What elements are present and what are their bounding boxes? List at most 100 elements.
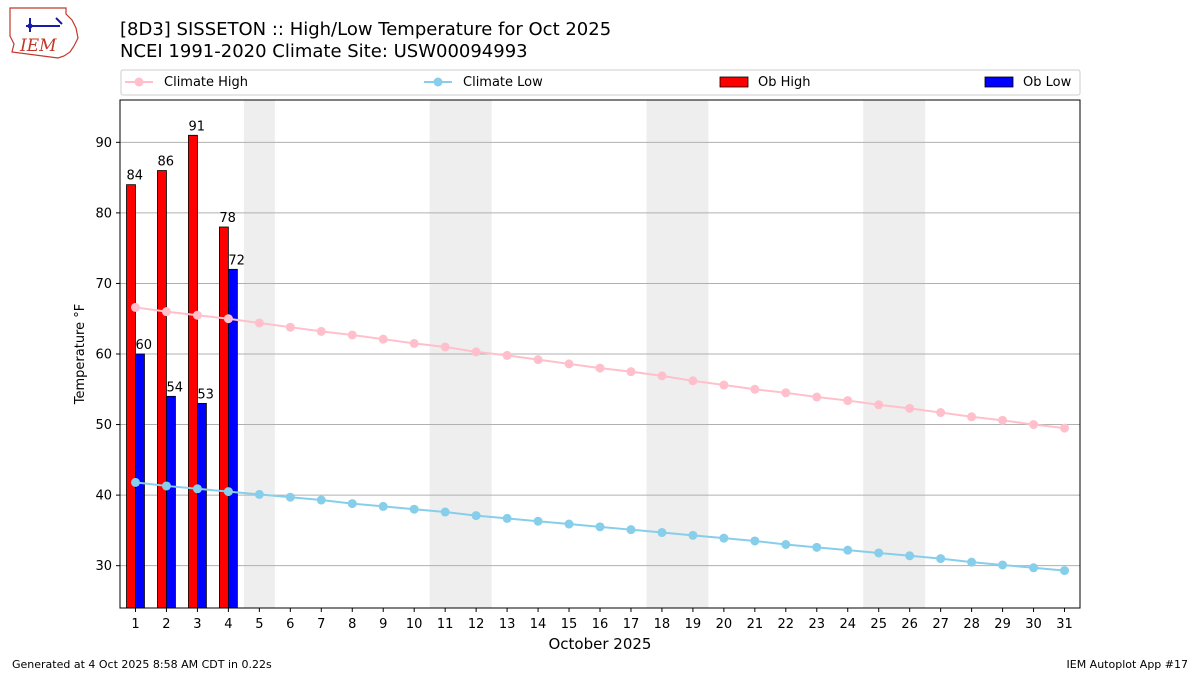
point-climate-low-24: [843, 545, 853, 555]
y-tick-label-90: 90: [95, 136, 112, 151]
y-tick-label-40: 40: [95, 489, 112, 504]
point-climate-low-19: [688, 530, 698, 540]
point-climate-high-9: [378, 334, 388, 344]
point-climate-high-30: [1029, 420, 1039, 430]
y-tick-label-60: 60: [95, 348, 112, 363]
y-axis-ticks: 30 40 50 60 70 80 90: [95, 136, 120, 574]
x-tick-label-14: 14: [530, 617, 547, 632]
x-axis-ticks: 1 2 3 4 5 6 7 8 9 10 11 12 13 14 15 16 17 18 19 20 21 22 23 24 2…: [131, 608, 1073, 632]
point-climate-low-4: [223, 487, 233, 497]
bar-ob-high-4: [219, 226, 229, 609]
x-tick-label-30: 30: [1025, 617, 1042, 632]
chart-subtitle: NCEI 1991-2020 Climate Site: USW00094993: [120, 41, 528, 62]
bar-label-ob-high-1: 84: [127, 169, 144, 184]
point-climate-high-4: [223, 314, 233, 324]
point-climate-high-8: [347, 330, 357, 340]
legend: Climate High Climate Low Ob High Ob Low: [120, 69, 1081, 96]
point-climate-low-29: [998, 560, 1008, 570]
legend-box: [120, 69, 1081, 96]
bar-label-ob-low-4: 72: [228, 253, 245, 268]
point-climate-low-5: [254, 489, 264, 499]
point-climate-high-20: [719, 380, 729, 390]
x-tick-label-22: 22: [778, 617, 795, 632]
bar-label-ob-low-3: 53: [197, 387, 214, 402]
point-climate-low-3: [192, 484, 202, 494]
point-climate-low-22: [781, 540, 791, 549]
x-tick-label-18: 18: [654, 617, 671, 632]
point-climate-low-8: [347, 499, 357, 509]
legend-entry-ob-low: Ob Low: [984, 75, 1072, 90]
point-climate-high-26: [905, 403, 915, 413]
point-climate-low-26: [905, 551, 915, 561]
footer-generated-text: Generated at 4 Oct 2025 8:58 AM CDT in 0…: [12, 658, 272, 671]
x-tick-label-2: 2: [162, 617, 170, 632]
logo-text: IEM: [19, 36, 57, 56]
point-climate-low-1: [130, 477, 140, 487]
x-tick-label-6: 6: [286, 617, 294, 632]
y-tick-label-80: 80: [95, 206, 112, 221]
point-climate-low-30: [1029, 563, 1039, 573]
legend-label-ob-high: Ob High: [758, 75, 811, 90]
iem-logo: IEM: [9, 7, 79, 59]
point-climate-low-28: [967, 557, 977, 567]
legend-label-ob-low: Ob Low: [1023, 75, 1072, 90]
legend-marker-climate-low: [433, 77, 443, 87]
point-climate-high-25: [874, 400, 884, 410]
point-climate-low-11: [440, 507, 450, 517]
x-tick-label-12: 12: [468, 617, 485, 632]
bar-ob-high-1: [126, 184, 136, 609]
point-climate-high-5: [254, 318, 264, 328]
legend-swatch-ob-high: [719, 76, 749, 88]
x-tick-label-31: 31: [1056, 617, 1073, 632]
x-tick-label-13: 13: [499, 617, 516, 632]
grid-lines: [120, 141, 1080, 567]
point-climate-high-16: [595, 363, 605, 373]
x-tick-label-3: 3: [193, 617, 201, 632]
point-climate-low-25: [874, 548, 884, 558]
legend-entry-climate-low: Climate Low: [424, 75, 543, 90]
x-tick-label-20: 20: [716, 617, 733, 632]
x-tick-label-21: 21: [747, 617, 764, 632]
point-climate-high-29: [998, 415, 1008, 425]
x-tick-label-7: 7: [317, 617, 325, 632]
point-climate-low-17: [626, 525, 636, 535]
y-tick-label-50: 50: [95, 418, 112, 433]
x-axis-label: October 2025: [549, 635, 652, 653]
point-climate-high-23: [812, 392, 822, 402]
bars: [126, 134, 238, 609]
x-tick-label-8: 8: [348, 617, 356, 632]
bar-ob-low-2: [166, 395, 176, 609]
point-climate-low-16: [595, 522, 605, 532]
point-climate-low-6: [285, 492, 295, 502]
point-climate-high-22: [781, 388, 791, 398]
x-tick-label-28: 28: [963, 617, 980, 632]
point-climate-high-28: [967, 412, 977, 422]
x-tick-label-16: 16: [592, 617, 609, 632]
y-tick-label-70: 70: [95, 277, 112, 292]
point-climate-low-27: [936, 554, 946, 564]
bar-ob-high-2: [157, 170, 167, 609]
legend-swatch-ob-low: [984, 76, 1014, 88]
footer-app-text: IEM Autoplot App #17: [1066, 658, 1189, 671]
bar-label-ob-low-1: 60: [135, 338, 152, 353]
bar-label-ob-low-2: 54: [166, 380, 183, 395]
point-climate-high-19: [688, 376, 698, 386]
bar-label-ob-high-4: 78: [219, 211, 236, 226]
point-climate-high-14: [533, 355, 543, 365]
y-axis-label: Temperature °F: [73, 304, 88, 405]
point-climate-low-9: [378, 501, 388, 511]
point-climate-high-1: [130, 302, 140, 312]
point-climate-high-18: [657, 371, 667, 381]
bar-ob-high-3: [188, 134, 198, 609]
point-climate-high-17: [626, 367, 636, 377]
point-climate-high-31: [1060, 423, 1070, 433]
point-climate-high-27: [936, 408, 946, 418]
point-climate-high-10: [409, 338, 419, 348]
x-tick-label-24: 24: [839, 617, 856, 632]
point-climate-low-18: [657, 528, 667, 538]
x-tick-label-26: 26: [901, 617, 918, 632]
y-tick-label-30: 30: [95, 559, 112, 574]
point-climate-high-12: [471, 347, 481, 357]
point-climate-high-11: [440, 342, 450, 352]
